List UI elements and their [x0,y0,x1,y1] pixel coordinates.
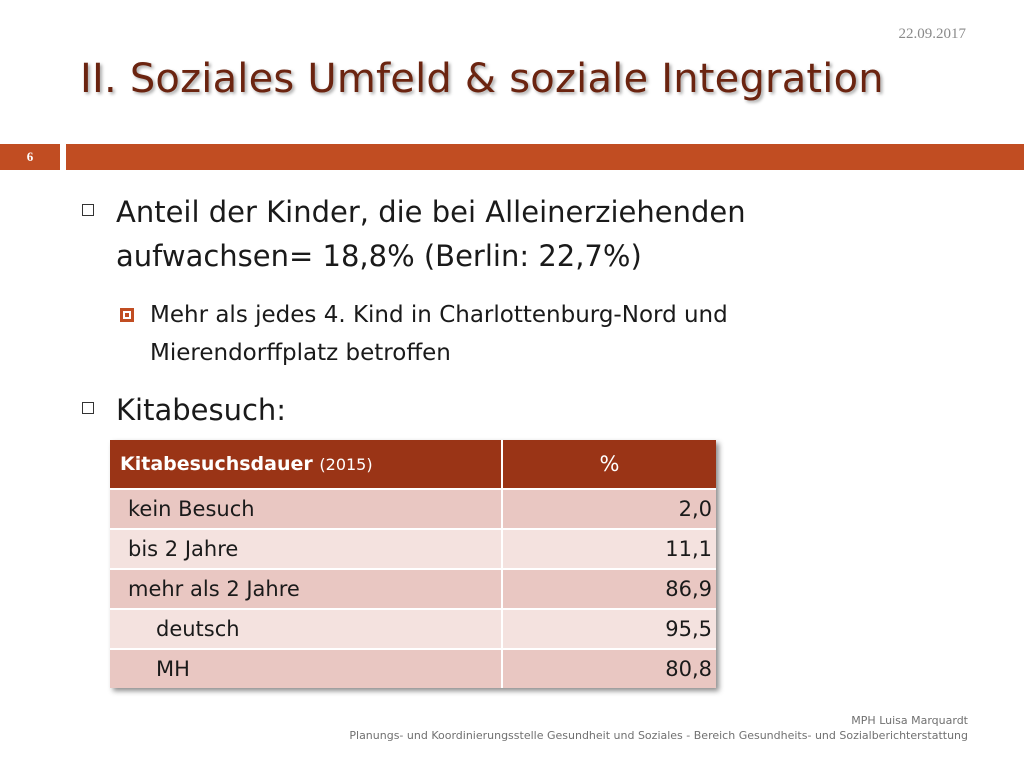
row-value: 86,9 [502,568,716,609]
table-row: mehr als 2 Jahre 86,9 [110,568,716,609]
row-value: 11,1 [502,528,716,569]
column-header-label: Kitabesuchsdauer [120,453,313,475]
row-value: 95,5 [502,608,716,649]
accent-bar [66,144,1024,170]
bullet-text: Kitabesuch: [116,393,287,427]
bullet-single-parent-share: Anteil der Kinder, die bei Alleinerziehe… [82,190,876,278]
table-row: deutsch 95,5 [110,608,716,649]
bullet-text: Anteil der Kinder, die bei Alleinerziehe… [116,195,746,273]
row-label: deutsch [110,608,503,649]
row-value: 2,0 [502,488,716,529]
kita-duration-table: Kitabesuchsdauer (2015) % kein Besuch 2,… [110,440,716,688]
bullet-kitabesuch: Kitabesuch: [82,388,286,432]
page-number: 6 [0,144,60,170]
sub-bullet-text: Mehr als jedes 4. Kind in Charlottenburg… [150,302,728,366]
row-value: 80,8 [502,648,716,688]
table-header-row: Kitabesuchsdauer (2015) % [110,440,716,489]
column-header-duration: Kitabesuchsdauer (2015) [110,440,503,489]
row-label: MH [110,648,503,688]
row-label: mehr als 2 Jahre [110,568,503,609]
column-header-year: (2015) [319,455,373,474]
hollow-square-bullet-icon [82,402,94,414]
footer-organization: Planungs- und Koordinierungsstelle Gesun… [349,729,968,742]
table-row: kein Besuch 2,0 [110,488,716,529]
sub-bullet-districts: Mehr als jedes 4. Kind in Charlottenburg… [120,296,870,372]
framed-square-bullet-icon [120,308,134,322]
slide-date: 22.09.2017 [898,26,967,42]
row-label: kein Besuch [110,488,503,529]
column-header-percent: % [502,440,716,489]
hollow-square-bullet-icon [82,204,94,216]
table-row: MH 80,8 [110,648,716,688]
table-row: bis 2 Jahre 11,1 [110,528,716,569]
row-label: bis 2 Jahre [110,528,503,569]
footer-author: MPH Luisa Marquardt [851,714,968,727]
slide-title: II. Soziales Umfeld & soziale Integratio… [80,56,884,102]
